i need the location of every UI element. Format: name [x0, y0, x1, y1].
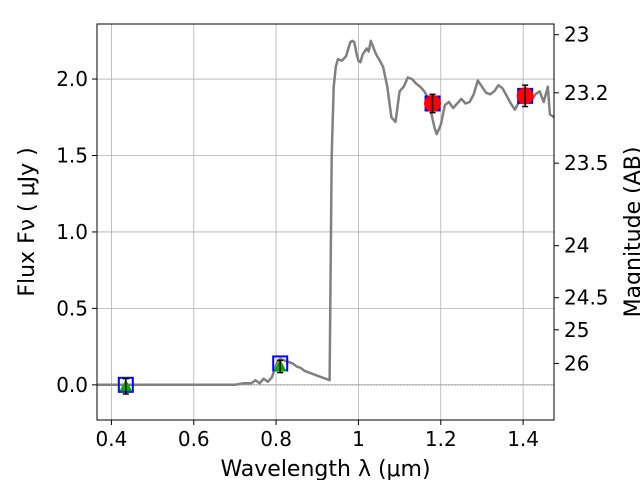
plot-frame — [96, 23, 555, 421]
right-axis-ticks: 23 23.2 23.5 24 24.5 25 26 — [554, 23, 609, 375]
right-tick-label: 23.5 — [564, 151, 609, 175]
right-tick-label: 23 — [564, 23, 589, 47]
y-axis-label: Flux Fν ( μJy ) — [15, 147, 40, 296]
y-tick-label: 0.0 — [56, 373, 88, 397]
right-tick-label: 24.5 — [564, 286, 609, 310]
right-tick-label: 24 — [564, 234, 589, 258]
y-tick-label: 0.5 — [56, 296, 88, 320]
right-axis-label: Magnitude (AB) — [621, 147, 640, 318]
x-tick-label: 1 — [352, 427, 365, 451]
right-tick-label: 25 — [564, 318, 589, 342]
x-tick-label: 0.8 — [260, 427, 292, 451]
x-tick-label: 0.6 — [178, 427, 210, 451]
y-tick-label: 1.5 — [56, 143, 88, 167]
right-tick-label: 23.2 — [564, 81, 609, 105]
grid-lines — [97, 24, 554, 420]
spectrum-line — [97, 39, 555, 387]
x-tick-label: 1.2 — [425, 427, 457, 451]
y-axis-ticks: 0.0 0.5 1.0 1.5 2.0 — [56, 67, 97, 397]
photometry-markers — [117, 84, 534, 395]
right-tick-label: 26 — [564, 351, 589, 375]
x-axis-ticks: 0.4 0.6 0.8 1 1.2 1.4 — [96, 420, 539, 451]
y-tick-label: 2.0 — [56, 67, 88, 91]
y-tick-label: 1.0 — [56, 220, 88, 244]
x-tick-label: 1.4 — [507, 427, 539, 451]
x-tick-label: 0.4 — [96, 427, 128, 451]
x-axis-label: Wavelength λ (μm) — [220, 457, 430, 480]
